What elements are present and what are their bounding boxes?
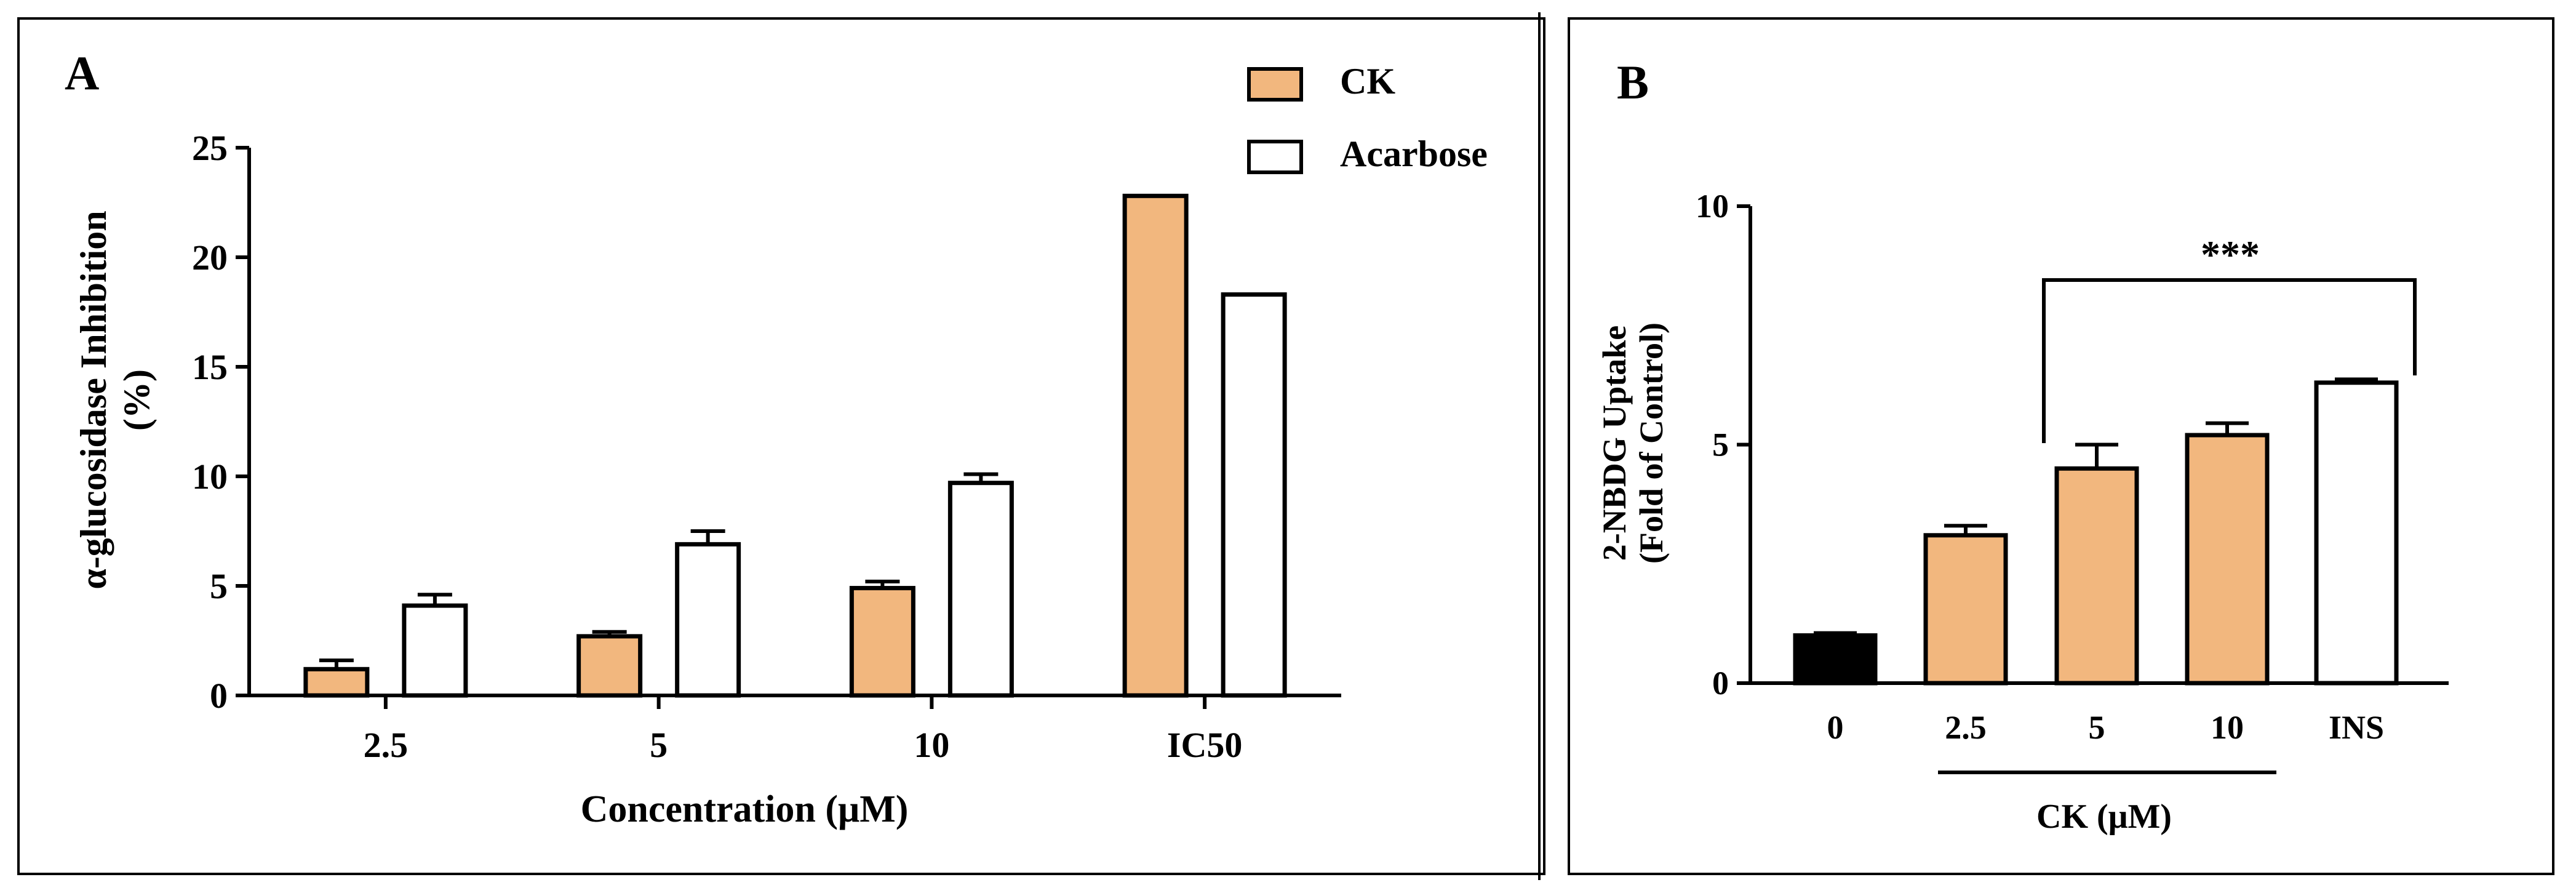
panel-a-bar <box>576 634 643 698</box>
panel-b-bar <box>2054 466 2139 686</box>
legend-swatch-ck <box>1247 67 1303 102</box>
panel-b-bar <box>2314 380 2399 686</box>
panel-a-y-tick-label: 20 <box>192 238 228 278</box>
panel-a-y-axis-label-line2: (%) <box>116 369 157 431</box>
legend-swatch-acarbose <box>1247 140 1303 174</box>
panel-a-x-tick-label: 10 <box>914 725 949 765</box>
panel-b-group-label: CK (μM) <box>2036 798 2172 836</box>
chart-a-marks: 0 5 10 15 20 25 2.5 5 10 IC50 <box>192 128 1341 765</box>
panel-a-bar <box>402 603 468 698</box>
panel-a-bar <box>303 667 370 698</box>
panel-b-bar <box>1923 533 2008 686</box>
chart-b-marks: 0 5 10 0 2.5 5 10 INS <box>1696 188 2449 746</box>
panel-a-y-tick-label: 25 <box>192 128 228 168</box>
panel-a-frame <box>17 17 1545 875</box>
panel-b-y-tick-label: 0 <box>1712 665 1729 702</box>
panel-b-x-tick-label: 0 <box>1827 709 1844 746</box>
panel-a-y-axis-label-line1: α-glucosidase Inhibition <box>73 210 114 589</box>
panel-a-x-tick-label: 2.5 <box>364 725 409 765</box>
panel-b-label: B <box>1617 55 1649 109</box>
panel-b-y-axis-label-line1: 2-NBDG Uptake <box>1596 326 1633 561</box>
panel-b-x-tick-label: 2.5 <box>1945 709 1987 746</box>
panel-a-x-axis-label: Concentration (μM) <box>581 788 909 830</box>
panel-b-bar <box>1793 633 1878 686</box>
panel-a-bar <box>849 586 915 698</box>
panel-a-bar <box>1221 292 1287 698</box>
panel-a-label: A <box>65 46 99 100</box>
panel-b-x-tick-label: 5 <box>2089 709 2105 746</box>
panel-a-bar <box>675 542 741 698</box>
panel-b-y-tick-label: 10 <box>1696 188 1729 225</box>
panel-a-y-tick-label: 0 <box>210 676 228 716</box>
legend-label-ck: CK <box>1340 61 1395 102</box>
panel-b-frame <box>1568 17 2554 875</box>
panel-a-y-tick-label: 10 <box>192 457 228 497</box>
significance-bracket <box>2042 278 2417 443</box>
panel-b-y-axis-label-line2: (Fold of Control) <box>1633 322 1670 564</box>
panel-a-y-tick-label: 15 <box>192 347 228 387</box>
significance-label: *** <box>2201 233 2260 276</box>
panel-a-bar <box>1122 193 1189 698</box>
panel-a-bar <box>947 481 1014 698</box>
panel-b-x-tick-label: 10 <box>2211 709 2244 746</box>
panel-b-x-tick-label: INS <box>2329 709 2384 746</box>
legend-label-acarbose: Acarbose <box>1340 134 1488 174</box>
panel-a-x-tick-label: 5 <box>650 725 668 765</box>
panel-b-bar <box>2185 433 2270 686</box>
panel-a-y-tick-label: 5 <box>210 566 228 606</box>
panel-a-x-tick-label: IC50 <box>1167 725 1242 765</box>
panel-b-y-tick-label: 5 <box>1712 426 1729 463</box>
